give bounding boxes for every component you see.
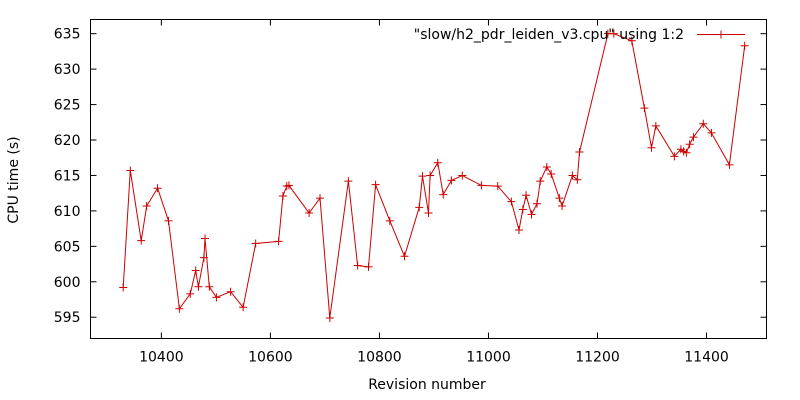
series-line — [122, 33, 746, 318]
data-point — [518, 205, 527, 214]
data-point — [305, 209, 314, 218]
data-point — [536, 177, 545, 186]
y-axis-title: CPU time (s) — [6, 136, 22, 223]
series-layer — [119, 29, 749, 322]
data-point — [689, 133, 698, 142]
data-point — [364, 262, 373, 271]
data-point — [400, 252, 409, 261]
x-tick-label: 10800 — [357, 350, 402, 366]
data-point — [164, 216, 173, 225]
data-point — [274, 237, 283, 246]
data-point — [325, 313, 334, 322]
data-point — [371, 180, 380, 189]
data-point — [137, 236, 146, 245]
y-tick-label: 595 — [54, 310, 81, 326]
data-point — [316, 194, 325, 203]
data-point — [609, 29, 618, 38]
data-point — [433, 158, 442, 167]
y-tick-label: 600 — [54, 275, 81, 291]
data-point — [477, 181, 486, 190]
data-point — [194, 282, 203, 291]
data-point — [532, 199, 541, 208]
data-point — [119, 283, 128, 292]
data-point — [558, 201, 567, 210]
data-point — [439, 190, 448, 199]
data-point — [575, 148, 584, 157]
legend: "slow/h2_pdr_leiden_v3.cpu" using 1:2 — [414, 27, 745, 43]
data-point — [226, 287, 235, 296]
data-point — [573, 175, 582, 184]
x-tick-label: 11200 — [575, 350, 620, 366]
data-point — [353, 261, 362, 270]
data-point — [685, 140, 694, 149]
x-axis-ticks: 10400 10600 10800 11000 11200 11400 — [139, 19, 729, 366]
data-point — [212, 293, 221, 302]
y-tick-label: 635 — [54, 27, 81, 43]
x-tick-label: 11000 — [466, 350, 511, 366]
data-point — [458, 171, 467, 180]
data-point — [424, 209, 433, 218]
data-point — [522, 191, 531, 200]
data-point — [682, 148, 691, 157]
data-point — [415, 203, 424, 212]
y-tick-label: 630 — [54, 62, 81, 78]
data-point — [142, 201, 151, 210]
data-point — [205, 282, 214, 291]
data-point — [740, 41, 749, 50]
x-tick-label: 10600 — [248, 350, 293, 366]
data-point — [251, 239, 260, 248]
data-point — [284, 181, 293, 190]
y-tick-label: 605 — [54, 239, 81, 255]
data-point — [153, 184, 162, 193]
data-point — [282, 182, 291, 191]
data-point — [670, 152, 679, 161]
data-point — [707, 128, 716, 137]
data-point — [278, 192, 287, 201]
data-point — [651, 121, 660, 130]
x-axis-title: Revision number — [368, 377, 486, 393]
y-tick-label: 620 — [54, 133, 81, 149]
data-point — [191, 266, 200, 275]
data-point — [725, 160, 734, 169]
legend-marker — [717, 30, 725, 39]
y-tick-label: 615 — [54, 168, 81, 184]
data-point — [418, 172, 427, 181]
data-point — [699, 119, 708, 128]
data-point — [555, 194, 564, 203]
y-axis-ticks: 595 600 605 610 615 620 625 630 635 — [54, 27, 767, 326]
legend-label: "slow/h2_pdr_leiden_v3.cpu" using 1:2 — [414, 27, 684, 43]
data-point — [186, 289, 195, 298]
data-point — [547, 170, 556, 179]
x-tick-label: 11400 — [684, 350, 729, 366]
data-point — [640, 104, 649, 113]
data-point — [627, 36, 636, 45]
data-point — [175, 304, 184, 313]
y-tick-label: 610 — [54, 204, 81, 220]
data-point — [568, 171, 577, 180]
data-point — [385, 216, 394, 225]
y-tick-label: 625 — [54, 98, 81, 114]
data-point — [239, 303, 248, 312]
data-point — [493, 182, 502, 191]
data-point — [514, 226, 523, 235]
data-point — [126, 166, 135, 175]
data-point — [426, 171, 435, 180]
data-point — [647, 143, 656, 152]
data-point — [199, 253, 208, 262]
data-point — [200, 234, 209, 243]
x-tick-label: 10400 — [139, 350, 184, 366]
data-point — [447, 176, 456, 185]
plot-frame — [90, 19, 767, 339]
data-point — [542, 162, 551, 171]
data-point — [507, 197, 516, 206]
data-point — [527, 210, 536, 219]
data-point — [344, 177, 353, 186]
